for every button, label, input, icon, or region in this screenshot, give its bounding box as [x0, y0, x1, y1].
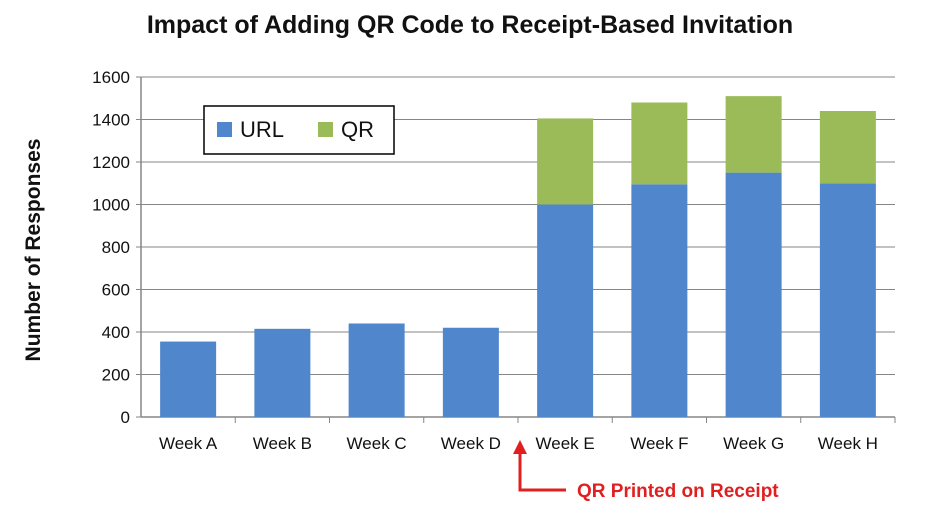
x-tick-labels: Week A Week B Week C Week D Week E Week F Week… — [159, 417, 896, 453]
y-tick-label: 1200 — [92, 153, 130, 172]
bar-url-week-d — [442, 327, 499, 417]
bar-url-week-h — [819, 183, 876, 417]
y-tick-label: 0 — [121, 408, 130, 427]
x-tick-label: Week H — [818, 434, 878, 453]
bar-qr-week-g — [725, 96, 782, 173]
x-tick-label: Week F — [630, 434, 688, 453]
legend-box — [203, 105, 395, 155]
legend-swatch-qr — [318, 122, 333, 137]
bar-url-week-b — [254, 328, 311, 417]
y-tick-label: 400 — [102, 323, 130, 342]
y-tick-label: 600 — [102, 281, 130, 300]
legend-label-url: URL — [240, 117, 284, 142]
bar-qr-week-f — [631, 102, 688, 185]
y-tick-label: 800 — [102, 238, 130, 257]
legend-label-qr: QR — [341, 117, 374, 142]
bar-qr-week-h — [819, 111, 876, 184]
annotation-arrow — [518, 452, 566, 492]
x-tick-label: Week E — [536, 434, 595, 453]
legend-swatch-url — [217, 122, 232, 137]
x-tick-label: Week D — [441, 434, 501, 453]
legend: URL QR — [203, 105, 395, 155]
bar-url-week-e — [537, 204, 594, 417]
annotation: QR Printed on Receipt — [513, 440, 779, 502]
y-axis-label: Number of Responses — [22, 139, 45, 362]
y-tick-label: 1000 — [92, 196, 130, 215]
y-tick-label: 1600 — [92, 68, 130, 87]
x-tick-label: Week C — [347, 434, 407, 453]
annotation-arrowhead — [513, 440, 527, 454]
y-tick-label: 200 — [102, 366, 130, 385]
bar-url-week-c — [348, 323, 405, 417]
x-tick-label: Week G — [723, 434, 784, 453]
chart-title: Impact of Adding QR Code to Receipt-Base… — [147, 11, 793, 39]
y-tick-label: 1400 — [92, 111, 130, 130]
bars — [160, 96, 876, 417]
annotation-text: QR Printed on Receipt — [577, 481, 779, 502]
x-tick-label: Week B — [253, 434, 312, 453]
bar-qr-week-e — [537, 118, 594, 205]
bar-url-week-g — [725, 172, 782, 417]
y-tick-labels: 0 200 400 600 800 1000 1200 1400 1600 — [92, 68, 130, 427]
bar-url-week-f — [631, 184, 688, 417]
bar-url-week-a — [160, 341, 217, 417]
x-tick-label: Week A — [159, 434, 218, 453]
